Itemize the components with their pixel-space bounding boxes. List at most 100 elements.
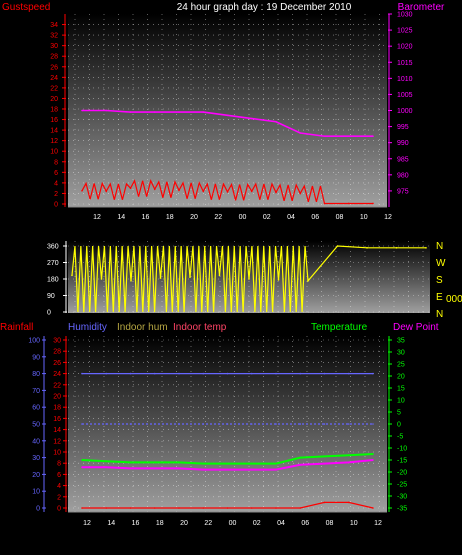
gust-tick-label: 20 bbox=[50, 96, 58, 103]
gust-point bbox=[105, 190, 108, 193]
temperature-point bbox=[129, 461, 132, 464]
rainfall-label: Rainfall bbox=[0, 322, 33, 333]
humidity-tick-label: 70 bbox=[32, 388, 40, 395]
x-tick-label: 04 bbox=[277, 520, 285, 527]
temperature-tick-label: -30 bbox=[397, 494, 407, 501]
x-tick-label: 06 bbox=[301, 520, 309, 527]
barometer-tick-label: 1005 bbox=[397, 92, 413, 99]
barometer-tick-label: 1015 bbox=[397, 60, 413, 67]
temperature-point bbox=[105, 460, 108, 463]
gust-tick-label: 6 bbox=[54, 170, 58, 177]
barometer-point bbox=[299, 132, 302, 134]
temperature-tick-label: 20 bbox=[397, 374, 405, 381]
temperature-tick-label: -35 bbox=[397, 506, 407, 513]
rainfall-point bbox=[129, 507, 132, 509]
indoor-hum-point bbox=[129, 423, 132, 425]
rainfall-tick-label: 28 bbox=[53, 349, 61, 356]
humidity-tick-label: 0 bbox=[36, 506, 40, 513]
dew-point-point bbox=[323, 462, 326, 465]
gust-tick-label: 30 bbox=[50, 43, 58, 50]
x-tick-label: 04 bbox=[287, 214, 295, 221]
x-tick-label: 18 bbox=[156, 520, 164, 527]
rainfall-tick-label: 30 bbox=[53, 338, 61, 345]
rainfall-tick-label: 20 bbox=[53, 394, 61, 401]
gust-point bbox=[275, 191, 277, 194]
panel-gust-barometer bbox=[68, 14, 387, 207]
rainfall-point bbox=[299, 507, 302, 509]
humidity-point bbox=[202, 372, 205, 375]
indoor-temp-label: Indoor temp bbox=[173, 322, 227, 333]
humidity-point bbox=[105, 372, 108, 375]
rainfall-point bbox=[105, 507, 108, 509]
humidity-point bbox=[299, 372, 302, 375]
dew-point-point bbox=[178, 467, 180, 470]
indoor-hum-label: Indoor hum bbox=[117, 322, 168, 333]
gust-tick-label: 26 bbox=[50, 64, 58, 71]
x-tick-label: 22 bbox=[204, 520, 212, 527]
dew-point-point bbox=[250, 468, 253, 471]
barometer-tick-label: 1020 bbox=[397, 44, 413, 51]
gust-tick-label: 32 bbox=[50, 33, 58, 40]
x-tick-label: 20 bbox=[190, 214, 198, 221]
panel1-x-axis: 12 14 16 18 20 22 00 02 04 06 08 10 12 bbox=[68, 206, 392, 221]
rainfall-point bbox=[347, 501, 350, 504]
temperature-tick-label: -5 bbox=[397, 434, 403, 441]
temperature-point bbox=[299, 456, 302, 459]
temperature-point bbox=[347, 454, 350, 457]
indoor-hum-point bbox=[347, 423, 350, 425]
gust-point bbox=[347, 202, 350, 205]
x-tick-label: 16 bbox=[132, 520, 140, 527]
dew-point-point bbox=[226, 468, 229, 471]
barometer-tick-label: 995 bbox=[397, 124, 409, 131]
direction-tick-label: 180 bbox=[47, 277, 59, 284]
barometer-point bbox=[202, 111, 205, 113]
gust-tick-label: 2 bbox=[54, 191, 58, 198]
gust-tick-label: 18 bbox=[50, 107, 58, 114]
barometer-tick-label: 975 bbox=[397, 188, 409, 195]
compass-label: W bbox=[436, 258, 446, 269]
gust-point bbox=[153, 188, 156, 191]
humidity-point bbox=[275, 372, 277, 375]
x-tick-label: 10 bbox=[350, 520, 358, 527]
gust-point bbox=[250, 190, 253, 193]
compass-label: S bbox=[436, 275, 443, 286]
gust-point bbox=[323, 202, 326, 205]
direction-point bbox=[395, 247, 398, 249]
temperature-axis: 35 30 25 20 15 10 5 0 -5 -10 -15 -20 -25 -30 -35 bbox=[388, 336, 407, 513]
gust-point bbox=[202, 190, 205, 193]
barometer-point bbox=[226, 114, 229, 117]
direction-tick-label: 360 bbox=[47, 244, 59, 251]
indoor-hum-point bbox=[372, 423, 374, 425]
direction-point bbox=[130, 280, 132, 282]
dew-point-label: Dew Point bbox=[393, 322, 439, 333]
barometer-tick-label: 1010 bbox=[397, 76, 413, 83]
direction-counter: 000 bbox=[446, 294, 462, 305]
x-tick-label: 16 bbox=[142, 214, 150, 221]
dew-point-point bbox=[153, 467, 156, 470]
panel2-series bbox=[71, 245, 427, 313]
barometer-axis: 975 980 985 990 995 1000 1005 1010 1015 1020 1025 1… bbox=[388, 12, 413, 207]
dew-point-point bbox=[299, 464, 302, 466]
humidity-tick-label: 40 bbox=[32, 438, 40, 445]
temperature-tick-label: -20 bbox=[397, 470, 407, 477]
x-tick-label: 08 bbox=[336, 214, 344, 221]
panel3-x-axis: 12 14 16 18 20 22 00 02 04 06 08 10 12 bbox=[68, 511, 387, 527]
x-tick-label: 14 bbox=[107, 520, 115, 527]
temperature-tick-label: 15 bbox=[397, 386, 405, 393]
direction-point bbox=[425, 247, 427, 249]
direction-point bbox=[336, 245, 339, 247]
barometer-point bbox=[178, 111, 180, 113]
gust-tick-label: 14 bbox=[50, 128, 58, 135]
rainfall-tick-label: 2 bbox=[57, 494, 61, 501]
direction-point bbox=[277, 279, 280, 281]
humidity-point bbox=[347, 372, 350, 375]
barometer-point bbox=[347, 135, 350, 138]
rainfall-point bbox=[372, 507, 374, 509]
dew-point-point bbox=[81, 466, 83, 469]
gust-tick-label: 16 bbox=[50, 117, 58, 124]
gust-tick-label: 24 bbox=[50, 75, 58, 82]
gust-tick-label: 8 bbox=[54, 159, 58, 166]
x-tick-label: 14 bbox=[117, 214, 125, 221]
temperature-point bbox=[323, 455, 326, 458]
